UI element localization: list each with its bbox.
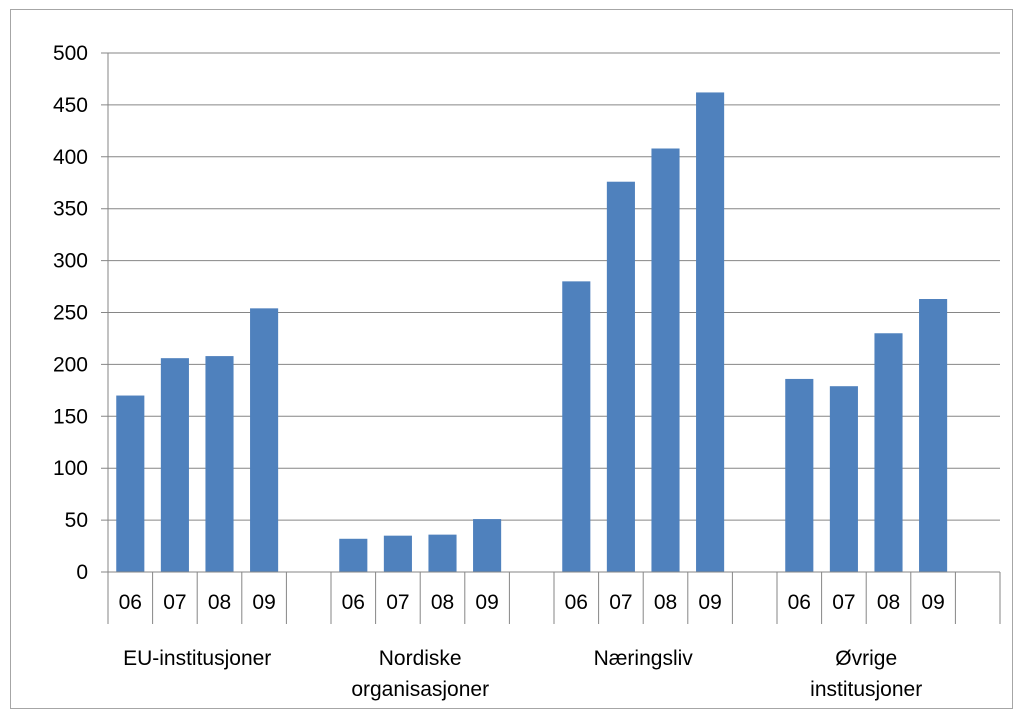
bar [339,538,368,572]
group-label: organisasjoner [351,678,489,701]
group-label: Øvrige [835,647,897,670]
bar [829,386,858,572]
x-tick-label: 06 [119,591,142,614]
bar [428,534,457,572]
bars [116,92,948,572]
bar [160,358,189,572]
group-labels: EU-institusjoner Nordiske organisasjoner Næ… [123,647,922,701]
x-tick-label: 09 [698,591,721,614]
y-tick-label: 300 [53,250,88,273]
gridlines [101,52,1000,573]
bar [785,378,814,572]
y-tick-label: 150 [53,405,88,428]
y-tick-label: 50 [65,509,88,532]
y-tick-label: 100 [53,457,88,480]
group-label: Næringsliv [594,647,694,670]
y-tick-label: 200 [53,353,88,376]
bar [205,356,234,572]
x-tick-label: 09 [921,591,944,614]
axes [107,53,1001,624]
bar [919,299,948,572]
x-tick-label: 07 [609,591,632,614]
group-label: EU-institusjoner [123,647,271,670]
bar [562,281,591,572]
bar [116,395,145,572]
y-tick-label: 0 [76,561,88,584]
bar [383,535,412,572]
y-tick-label: 500 [53,42,88,65]
x-tick-label: 08 [877,591,900,614]
x-tick-label: 06 [342,591,365,614]
group-label: institusjoner [810,678,922,701]
y-axis-tick-labels: 0 50 100 150 200 250 300 350 400 450 500 [53,42,88,584]
y-tick-label: 350 [53,198,88,221]
x-tick-label: 08 [208,591,231,614]
group-label: Nordiske [379,647,462,670]
x-tick-label: 07 [163,591,186,614]
bar [606,181,635,572]
bar [250,308,279,572]
x-tick-label: 06 [788,591,811,614]
x-tick-label: 08 [654,591,677,614]
y-tick-label: 250 [53,302,88,325]
bar [651,148,680,572]
x-tick-label: 07 [386,591,409,614]
bar [696,92,725,572]
x-tick-label: 09 [475,591,498,614]
y-tick-label: 400 [53,146,88,169]
x-tick-label: 06 [565,591,588,614]
y-tick-label: 450 [53,94,88,117]
x-axis-tick-labels: 06 07 08 09 06 07 08 09 06 07 08 09 06 07 08 09 [119,591,945,614]
x-tick-label: 09 [252,591,275,614]
x-tick-label: 08 [431,591,454,614]
x-tick-label: 07 [832,591,855,614]
bar [874,333,903,572]
bar [473,519,502,572]
